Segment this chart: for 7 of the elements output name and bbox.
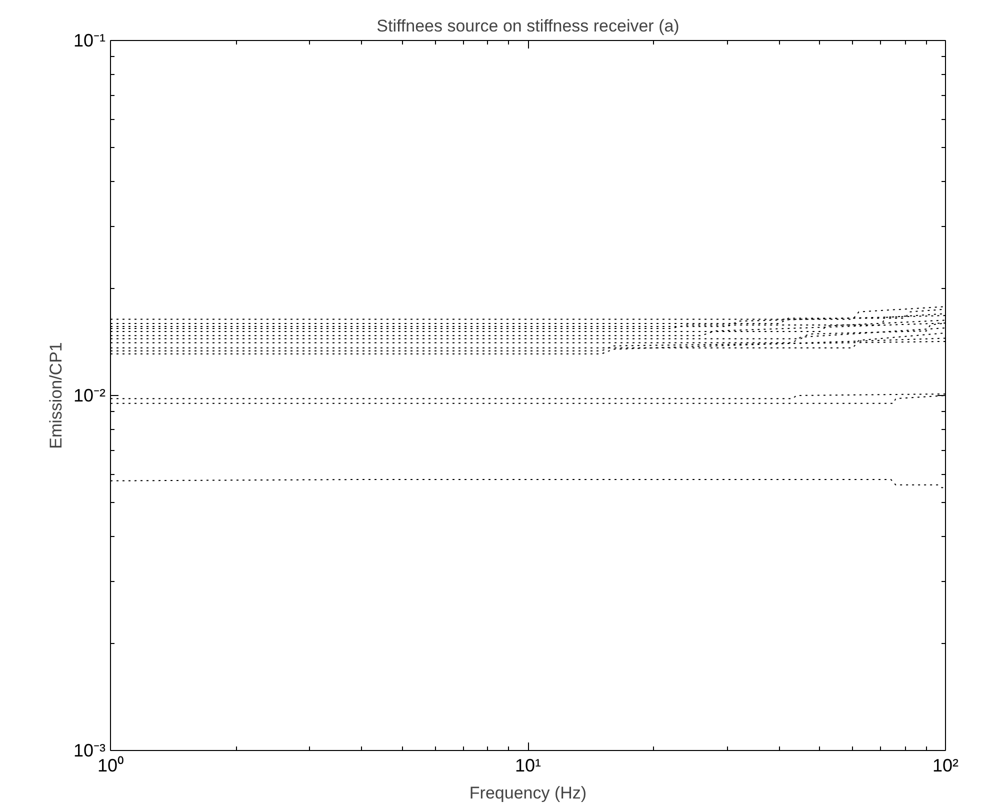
x-tick-label: 10² <box>932 756 959 776</box>
y-tick-label: 10⁻¹ <box>73 30 106 50</box>
x-tick-label: 10¹ <box>514 756 542 776</box>
y-axis-title: Emission/CP1 <box>46 342 66 449</box>
y-tick-label: 10⁻² <box>73 386 106 406</box>
x-axis-title: Frequency (Hz) <box>469 784 587 802</box>
chart-title: Stiffnees source on stiffness receiver (a) <box>376 16 680 36</box>
